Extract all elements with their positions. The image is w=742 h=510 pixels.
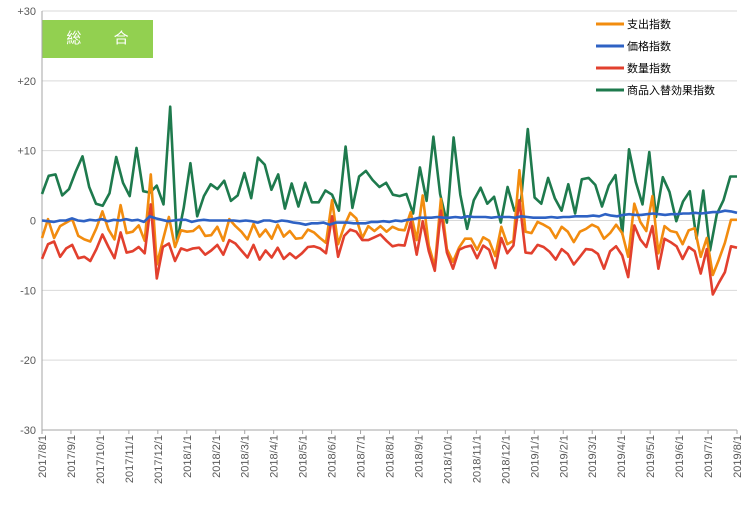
- y-tick-label: 0: [30, 216, 36, 228]
- y-tick-label: -20: [20, 355, 36, 367]
- x-tick-label: 2019/1/1: [529, 435, 541, 478]
- x-tick-label: 2018/6/1: [327, 435, 339, 478]
- series-lines: [40, 105, 738, 296]
- x-tick-label: 2018/2/1: [211, 435, 223, 478]
- y-tick-label: -30: [20, 425, 36, 437]
- series-line-2: [40, 198, 738, 296]
- overall-badge: 総 合: [42, 20, 153, 58]
- x-tick-label: 2017/8/1: [37, 435, 49, 478]
- x-tick-label: 2017/11/1: [124, 435, 136, 483]
- x-tick-label: 2018/11/1: [471, 435, 483, 483]
- x-tick-label: 2019/6/1: [674, 435, 686, 478]
- series-line-3: [40, 105, 737, 252]
- x-tick-label: 2018/9/1: [413, 435, 425, 478]
- x-tick-label: 2017/10/1: [95, 435, 107, 484]
- x-tick-label: 2018/12/1: [500, 435, 512, 484]
- x-tick-label: 2017/12/1: [153, 435, 165, 484]
- x-tick-label: 2018/10/1: [442, 435, 454, 484]
- x-tick-label: 2018/1/1: [182, 435, 194, 478]
- y-tick-label: +20: [17, 76, 36, 88]
- x-tick-label: 2018/7/1: [356, 435, 368, 478]
- y-tick-label: +30: [17, 6, 36, 18]
- x-tick-label: 2019/7/1: [703, 435, 715, 478]
- legend-label: 支出指数: [627, 17, 671, 31]
- x-tick-label: 2019/8/1: [732, 435, 742, 478]
- y-tick-label: -10: [20, 285, 36, 297]
- x-tick-label: 2018/5/1: [298, 435, 310, 478]
- x-tick-label: 2019/3/1: [587, 435, 599, 478]
- y-axis-tick-labels: +30 +20 +10 0 -10 -20 -30: [17, 6, 36, 437]
- x-tick-label: 2019/5/1: [645, 435, 657, 478]
- x-tick-label: 2019/2/1: [558, 435, 570, 478]
- x-tick-label: 2018/8/1: [385, 435, 397, 478]
- x-tick-label: 2019/4/1: [616, 435, 628, 478]
- overall-badge-label: 総 合: [66, 30, 143, 47]
- series-line-0: [40, 168, 737, 277]
- legend-label: 数量指数: [627, 61, 671, 75]
- x-tick-label: 2018/4/1: [269, 435, 281, 478]
- x-axis-tick-labels: 2017/8/1 2017/9/1 2017/10/1 2017/11/1 2017/1…: [37, 435, 742, 484]
- series-line-1: [41, 209, 738, 226]
- legend-label: 価格指数: [627, 39, 671, 53]
- legend-label: 商品入替効果指数: [627, 83, 715, 97]
- x-tick-label: 2017/9/1: [66, 435, 78, 478]
- x-tick-label: 2018/3/1: [240, 435, 252, 478]
- y-tick-label: +10: [17, 146, 36, 158]
